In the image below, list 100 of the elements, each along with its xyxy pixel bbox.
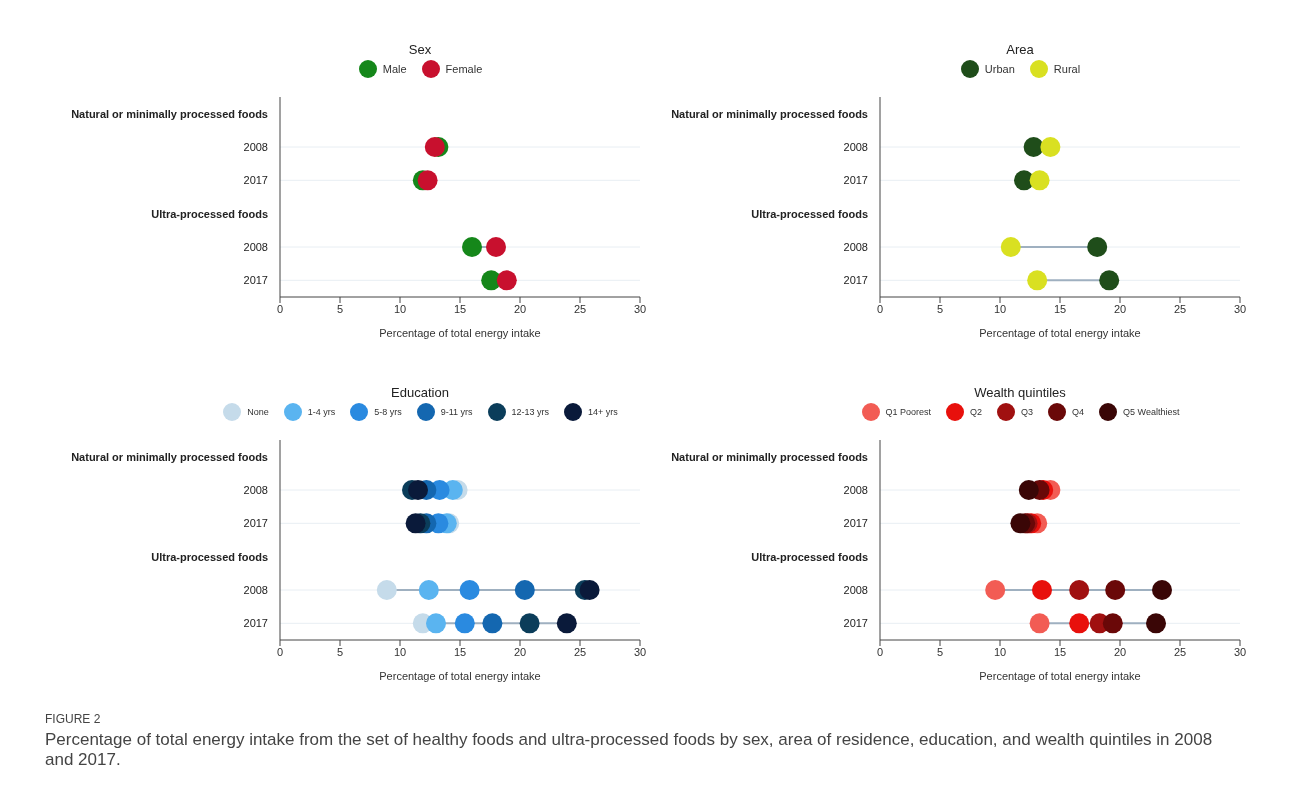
point — [1000, 237, 1021, 257]
y-tick-label: 2008 — [243, 241, 268, 253]
y-tick-label: 2017 — [243, 274, 268, 287]
x-tick-label: 10 — [993, 645, 1007, 658]
y-tick-label: 2008 — [843, 584, 868, 596]
x-axis-title: Percentage of total energy intake — [979, 327, 1141, 339]
legend-label: Q4 — [1071, 406, 1085, 419]
legend-label: 14+ yrs — [587, 406, 618, 419]
x-tick-label: 15 — [453, 645, 467, 658]
y-tick-label: Natural or minimally processed foods — [71, 450, 268, 463]
x-tick-label: 20 — [1113, 302, 1127, 315]
x-tick-label: 15 — [453, 302, 467, 315]
x-tick-label: 10 — [993, 302, 1007, 315]
x-tick-label: 25 — [1173, 645, 1187, 658]
legend-title: Wealth quintiles — [973, 385, 1067, 400]
y-tick-label: Ultra-processed foods — [751, 550, 868, 563]
legend-title: Education — [390, 385, 450, 400]
point — [454, 613, 475, 634]
point — [1040, 137, 1061, 157]
x-tick-label: 25 — [1173, 302, 1187, 315]
legend-label: Q1 Poorest — [884, 406, 932, 419]
y-tick-label: 2008 — [843, 484, 868, 496]
x-axis-title: Percentage of total energy intake — [379, 670, 541, 682]
point — [1029, 170, 1050, 191]
y-tick-label: Natural or minimally processed foods — [671, 107, 868, 120]
x-tick-label: 20 — [513, 302, 527, 315]
legend-label: 12-13 yrs — [510, 406, 550, 419]
y-tick-label: Ultra-processed foods — [751, 207, 868, 220]
x-tick-label: 15 — [1053, 302, 1067, 315]
point — [1032, 580, 1052, 600]
legend-title: Area — [1005, 42, 1035, 57]
y-tick-label: 2017 — [243, 517, 268, 530]
x-tick-label: 30 — [633, 302, 647, 315]
x-tick-label: 0 — [276, 645, 284, 658]
y-tick-label: 2017 — [843, 274, 868, 287]
y-tick-label: 2017 — [843, 617, 868, 630]
caption: FIGURE 2 — [45, 712, 102, 726]
x-tick-label: 20 — [1113, 645, 1127, 658]
point — [1105, 580, 1126, 600]
point — [985, 580, 1006, 600]
point — [418, 580, 439, 600]
legend-label: Q3 — [1020, 406, 1034, 419]
legend-title: Sex — [407, 42, 433, 57]
point — [482, 613, 503, 634]
x-axis-title: Percentage of total energy intake — [379, 327, 541, 339]
x-tick-label: 30 — [1233, 645, 1247, 658]
x-tick-label: 0 — [876, 302, 884, 315]
point — [1029, 613, 1050, 634]
y-tick-label: 2008 — [243, 484, 268, 496]
y-tick-label: Natural or minimally processed foods — [71, 107, 268, 120]
point — [486, 237, 506, 257]
point — [1146, 613, 1166, 634]
x-tick-label: 5 — [336, 645, 344, 658]
point — [1069, 613, 1090, 634]
point — [1102, 613, 1123, 634]
point — [496, 270, 517, 291]
point — [1010, 513, 1031, 534]
point — [1099, 270, 1120, 291]
x-tick-label: 5 — [336, 302, 344, 315]
point — [514, 580, 535, 600]
point — [579, 580, 600, 600]
x-tick-label: 10 — [393, 302, 407, 315]
point — [408, 480, 428, 500]
legend-label: 5-8 yrs — [373, 406, 402, 419]
point — [519, 613, 540, 634]
y-tick-label: Ultra-processed foods — [151, 207, 268, 220]
y-tick-label: 2017 — [843, 517, 868, 530]
x-tick-label: 5 — [936, 302, 944, 315]
y-tick-label: 2017 — [243, 174, 268, 187]
x-axis-title: Percentage of total energy intake — [979, 670, 1141, 682]
x-tick-label: 25 — [573, 645, 587, 658]
legend-label: 1-4 yrs — [306, 406, 336, 419]
y-tick-label: Ultra-processed foods — [151, 550, 268, 563]
y-tick-label: Natural or minimally processed foods — [671, 450, 868, 463]
point — [376, 580, 397, 600]
x-tick-label: 25 — [573, 302, 587, 315]
y-tick-label: 2017 — [843, 174, 868, 187]
legend-label: 9-11 yrs — [439, 406, 473, 419]
y-tick-label: 2017 — [243, 617, 268, 630]
point — [1069, 580, 1090, 600]
legend-label: Urban — [983, 62, 1015, 77]
point — [1087, 237, 1108, 257]
y-tick-label: 2008 — [243, 584, 268, 596]
x-tick-label: 5 — [936, 645, 944, 658]
legend-label: Female — [444, 62, 483, 77]
point — [1152, 580, 1172, 600]
x-tick-label: 15 — [1053, 645, 1067, 658]
point — [417, 170, 438, 191]
x-tick-label: 30 — [633, 645, 647, 658]
x-tick-label: 10 — [393, 645, 407, 658]
x-tick-label: 0 — [276, 302, 284, 315]
point — [462, 237, 482, 257]
point — [1023, 137, 1044, 157]
x-tick-label: 20 — [513, 645, 527, 658]
x-tick-label: 30 — [1233, 302, 1247, 315]
text: Percentage of total energy intake from the set of healthy foods and ultra-processed foods by sex, area of residence, education, and wealth quintiles in 2008 and 2017. — [45, 730, 1214, 770]
legend-label: Q2 — [969, 406, 983, 419]
x-tick-label: 0 — [876, 645, 884, 658]
point — [556, 613, 577, 634]
point — [1018, 480, 1039, 500]
